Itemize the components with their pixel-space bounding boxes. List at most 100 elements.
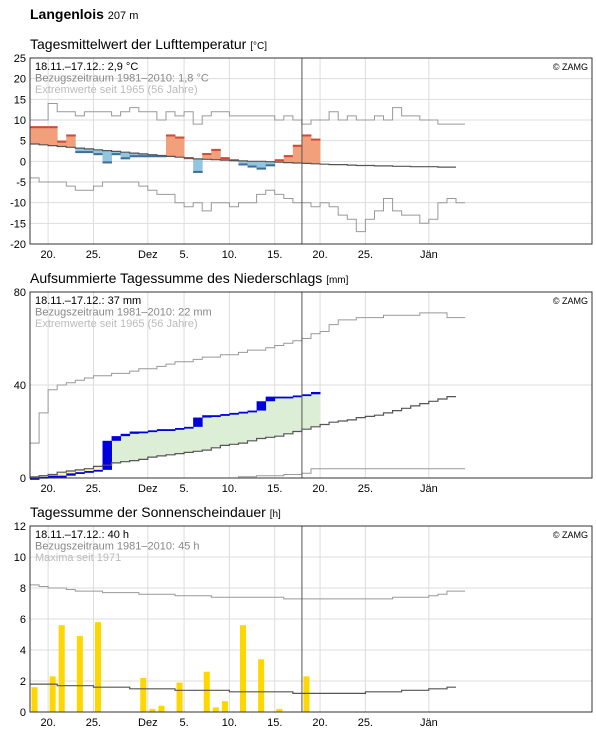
temp-bar-26 bbox=[265, 161, 276, 167]
temp-bar-edge-5 bbox=[75, 151, 85, 154]
temp-bar-edge-25 bbox=[256, 167, 267, 170]
rain-bar-24 bbox=[247, 410, 258, 413]
temp-ytick-4: 0 bbox=[20, 156, 26, 168]
temp-plot-frame bbox=[29, 57, 593, 245]
rain-ytick-2: 80 bbox=[14, 287, 26, 299]
rain-diff-18 bbox=[193, 417, 203, 452]
sun-title: Tagessumme der Sonnenscheindauer bbox=[30, 504, 266, 520]
sun-bar-5 bbox=[76, 636, 83, 712]
temp-max-extreme-line bbox=[30, 103, 466, 125]
temp-bar-20 bbox=[211, 148, 221, 160]
sun-bar-7 bbox=[94, 622, 102, 712]
sun-plot-frame bbox=[29, 525, 593, 713]
rain-diff-7 bbox=[93, 466, 103, 470]
temp-bar-edge-10 bbox=[120, 157, 131, 160]
temp-bar-edge-27 bbox=[274, 159, 285, 162]
temp-bar-23 bbox=[238, 160, 248, 166]
rain-bar-4 bbox=[66, 473, 76, 476]
sun-ytick-4: 8 bbox=[20, 583, 26, 595]
temp-xtick-0: 20. bbox=[40, 249, 55, 261]
rain-diff-30 bbox=[301, 394, 312, 430]
rain-xtick-2: Dez bbox=[138, 483, 158, 495]
temp-ytick-0: -20 bbox=[10, 239, 26, 251]
rain-bar-8 bbox=[102, 440, 112, 470]
rain-xtick-0: 20. bbox=[40, 483, 55, 495]
sun-xtick-0: 20. bbox=[40, 717, 55, 729]
temp-bar-31 bbox=[311, 138, 321, 164]
sun-unit: [h] bbox=[269, 509, 281, 520]
sun-bar-27 bbox=[276, 708, 283, 712]
rain-info-0: 18.11.–17.12.: 37 mm bbox=[35, 295, 141, 307]
temp-bar-1 bbox=[39, 126, 49, 145]
temp-bar-5 bbox=[75, 148, 85, 154]
temp-bar-edge-13 bbox=[147, 155, 158, 158]
rain-bar-14 bbox=[156, 429, 167, 431]
rain-diff-22 bbox=[229, 412, 239, 445]
sun-xtick-3: 5. bbox=[180, 717, 189, 729]
temp-bar-6 bbox=[84, 148, 94, 154]
temp-ytick-9: 25 bbox=[14, 53, 26, 65]
sun-panel-title: Tagessumme der Sonnenscheindauer [h] bbox=[30, 504, 281, 520]
sun-watermark: © ZAMG bbox=[553, 530, 588, 540]
rain-unit: [mm] bbox=[326, 275, 349, 286]
sun-info-0: 18.11.–17.12.: 40 h bbox=[35, 529, 129, 541]
temp-bar-15 bbox=[165, 134, 176, 157]
precipitation-chart: 0 40 80 20. 25. Dez 5. 10. 15. 20. 25. Jän 18.11.–17… bbox=[14, 287, 593, 495]
rain-bar-10 bbox=[120, 433, 131, 437]
temp-bar-edge-29 bbox=[292, 144, 303, 147]
rain-bar-17 bbox=[184, 426, 194, 429]
temp-xtick-1: 25. bbox=[86, 249, 101, 261]
rain-bar-29 bbox=[292, 395, 303, 398]
rain-bar-23 bbox=[238, 411, 248, 414]
rain-bar-30 bbox=[301, 394, 312, 397]
rain-diff-28 bbox=[283, 396, 294, 434]
rain-bar-9 bbox=[111, 436, 122, 441]
rain-bar-15 bbox=[165, 429, 176, 431]
rain-bar-6 bbox=[84, 471, 94, 473]
rain-bar-26 bbox=[265, 396, 276, 402]
rain-diff-9 bbox=[111, 436, 122, 463]
temp-bar-edge-19 bbox=[202, 153, 212, 156]
temp-bar-4 bbox=[66, 134, 76, 148]
station-altitude: 207 m bbox=[107, 10, 139, 22]
sun-max-extreme-line bbox=[30, 584, 466, 600]
temp-bar-edge-26 bbox=[265, 164, 276, 167]
temp-bar-edge-16 bbox=[175, 136, 185, 139]
sun-bar-25 bbox=[258, 659, 265, 712]
temp-xtick-2: Dez bbox=[138, 249, 158, 261]
temp-bar-edge-18 bbox=[193, 170, 203, 173]
rain-bar-20 bbox=[211, 415, 221, 418]
temp-bar-edge-14 bbox=[156, 155, 167, 158]
temp-unit: [°C] bbox=[250, 41, 267, 52]
rain-diff-26 bbox=[265, 396, 276, 438]
sun-bar-23 bbox=[239, 625, 247, 712]
sun-bar-3 bbox=[58, 625, 65, 712]
temp-bar-edge-7 bbox=[93, 153, 103, 156]
rain-bar-18 bbox=[193, 417, 203, 427]
temp-title: Tagesmittelwert der Lufttemperatur bbox=[30, 36, 247, 52]
temp-bar-0 bbox=[30, 126, 40, 144]
sun-xtick-1: 25. bbox=[86, 717, 101, 729]
rain-diff-5 bbox=[75, 469, 85, 473]
rain-bar-0 bbox=[30, 478, 40, 480]
temp-ytick-6: 10 bbox=[14, 115, 26, 127]
temp-xtick-7: 25. bbox=[358, 249, 373, 261]
rain-bar-27 bbox=[274, 396, 285, 399]
rain-xtick-5: 15. bbox=[267, 483, 282, 495]
rain-diff-20 bbox=[211, 415, 221, 448]
sun-bar-21 bbox=[221, 701, 228, 712]
rain-xtick-7: 25. bbox=[358, 483, 373, 495]
rain-bar-25 bbox=[256, 401, 267, 411]
sun-info-2: Maxima seit 1971 bbox=[35, 552, 121, 564]
temp-bar-edge-20 bbox=[211, 148, 221, 151]
rain-panel-title: Aufsummierte Tagessumme des Niederschlag… bbox=[30, 270, 348, 286]
rain-bar-13 bbox=[147, 430, 158, 433]
rain-diff-24 bbox=[247, 410, 258, 441]
temp-bar-30 bbox=[301, 134, 312, 164]
temp-bar-16 bbox=[175, 136, 185, 158]
rain-diff-27 bbox=[274, 396, 285, 437]
sun-ytick-6: 12 bbox=[14, 521, 26, 533]
rain-plot-frame bbox=[29, 291, 593, 479]
sun-ytick-2: 4 bbox=[20, 645, 26, 657]
rain-bar-2 bbox=[48, 475, 58, 478]
